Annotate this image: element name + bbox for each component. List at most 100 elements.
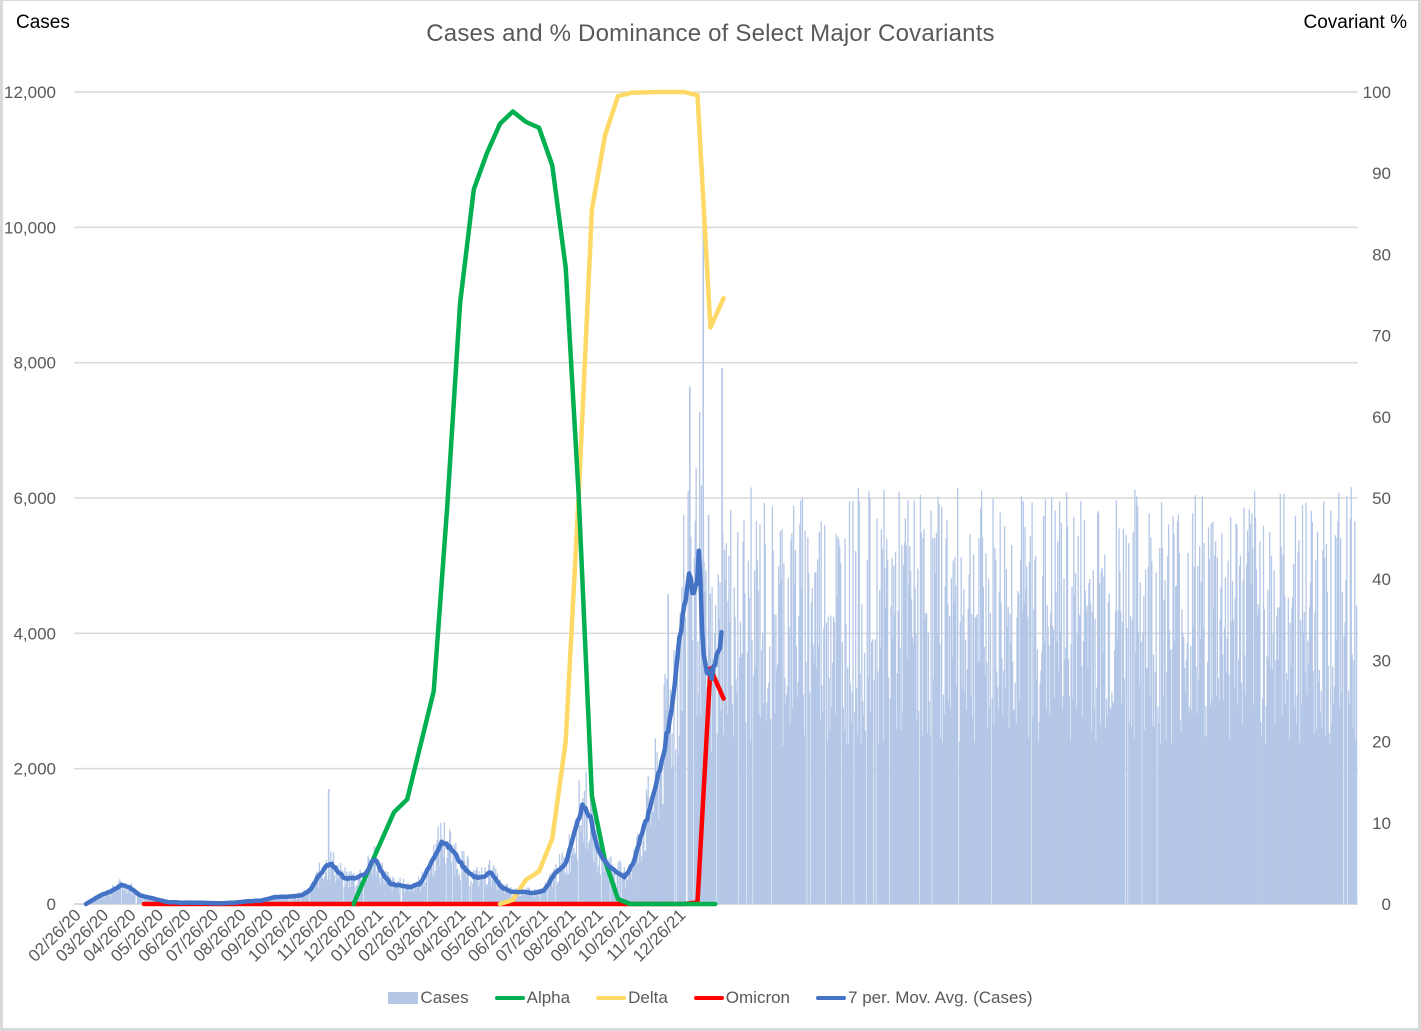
case-bar bbox=[1021, 612, 1024, 904]
legend-item-alpha: Alpha bbox=[494, 988, 570, 1008]
case-bar bbox=[1305, 502, 1307, 904]
case-bar bbox=[681, 587, 683, 904]
case-bar bbox=[1111, 692, 1113, 904]
case-bar bbox=[1209, 705, 1211, 904]
case-bar bbox=[576, 859, 578, 904]
case-bar bbox=[619, 860, 621, 904]
case-bar bbox=[787, 577, 789, 904]
case-bar bbox=[1128, 543, 1130, 904]
case-bar bbox=[827, 616, 829, 904]
case-bar bbox=[529, 890, 531, 904]
case-bar bbox=[767, 688, 769, 904]
case-bar bbox=[1212, 521, 1214, 904]
case-bar bbox=[847, 667, 849, 904]
case-bar bbox=[952, 560, 954, 904]
case-bar bbox=[1241, 724, 1243, 904]
case-bar bbox=[818, 531, 820, 904]
case-bar bbox=[1062, 696, 1064, 904]
case-bar bbox=[766, 702, 768, 904]
case-bar bbox=[696, 715, 698, 904]
case-bar bbox=[310, 883, 313, 904]
case-bar bbox=[1186, 642, 1188, 904]
case-bar bbox=[1220, 587, 1222, 904]
case-bar bbox=[1276, 616, 1278, 904]
case-bar bbox=[379, 884, 382, 904]
case-bar bbox=[602, 858, 604, 904]
case-bar bbox=[645, 789, 648, 904]
case-bar bbox=[1172, 516, 1174, 904]
case-bar bbox=[726, 714, 728, 904]
case-bar bbox=[574, 853, 576, 904]
case-bar bbox=[858, 500, 860, 904]
case-bar bbox=[392, 876, 394, 904]
right-tick-label: 70 bbox=[1372, 327, 1391, 346]
case-bar bbox=[518, 886, 520, 904]
case-bar bbox=[1029, 536, 1031, 904]
case-bar bbox=[887, 677, 890, 904]
case-bar bbox=[898, 491, 900, 904]
case-bar bbox=[1013, 709, 1016, 904]
case-bar bbox=[955, 585, 957, 904]
case-bar bbox=[655, 784, 657, 904]
case-bar bbox=[759, 524, 761, 904]
case-bar bbox=[1154, 672, 1156, 904]
case-bar bbox=[563, 856, 565, 904]
case-bar bbox=[796, 697, 798, 904]
case-bar bbox=[1008, 728, 1010, 904]
case-bar bbox=[860, 744, 862, 904]
case-bar bbox=[490, 886, 492, 904]
case-bar bbox=[851, 691, 853, 904]
case-bar bbox=[362, 877, 364, 904]
case-bar bbox=[794, 550, 797, 904]
case-bar bbox=[970, 695, 972, 904]
case-bar bbox=[769, 718, 772, 904]
case-bar bbox=[433, 844, 435, 904]
case-bar bbox=[1087, 667, 1089, 904]
case-bar bbox=[1007, 607, 1009, 904]
case-bar bbox=[556, 885, 558, 904]
case-bar bbox=[464, 867, 467, 904]
case-bar bbox=[495, 868, 497, 904]
case-bar bbox=[493, 865, 495, 904]
case-bar bbox=[435, 843, 438, 904]
right-tick-label: 0 bbox=[1382, 895, 1391, 914]
case-bar bbox=[785, 694, 788, 904]
case-bar bbox=[925, 613, 928, 904]
case-bar bbox=[1340, 692, 1343, 904]
case-bar bbox=[312, 887, 314, 904]
case-bar bbox=[1112, 701, 1114, 904]
case-bar bbox=[805, 661, 807, 904]
case-bar bbox=[967, 608, 969, 904]
case-bar bbox=[1285, 672, 1288, 904]
case-bar bbox=[1178, 553, 1180, 904]
case-bar bbox=[741, 653, 743, 904]
case-bar bbox=[800, 588, 803, 904]
case-bar bbox=[1024, 526, 1026, 904]
case-bar bbox=[477, 886, 479, 904]
case-bar bbox=[616, 873, 618, 904]
case-bar bbox=[1243, 507, 1245, 904]
case-bar bbox=[716, 733, 719, 904]
case-bar bbox=[1300, 704, 1303, 904]
case-bar bbox=[1299, 742, 1301, 904]
case-bar bbox=[1095, 740, 1097, 904]
case-bar bbox=[1102, 653, 1104, 904]
case-bar bbox=[387, 874, 390, 904]
case-bar bbox=[713, 660, 715, 904]
case-bar bbox=[1225, 671, 1227, 904]
case-bar bbox=[1091, 612, 1094, 904]
case-bar bbox=[334, 882, 336, 904]
case-bar bbox=[817, 646, 820, 904]
case-bar bbox=[1350, 487, 1352, 904]
case-bar bbox=[331, 867, 333, 904]
case-bar bbox=[1213, 608, 1215, 904]
case-bar bbox=[640, 862, 642, 904]
case-bar bbox=[1105, 727, 1107, 904]
case-bar bbox=[1233, 687, 1235, 904]
case-bar bbox=[562, 864, 564, 904]
case-bar bbox=[133, 888, 135, 904]
case-bar bbox=[107, 889, 110, 904]
case-bar bbox=[845, 623, 847, 904]
case-bar bbox=[912, 643, 914, 904]
case-bar bbox=[1009, 613, 1011, 904]
